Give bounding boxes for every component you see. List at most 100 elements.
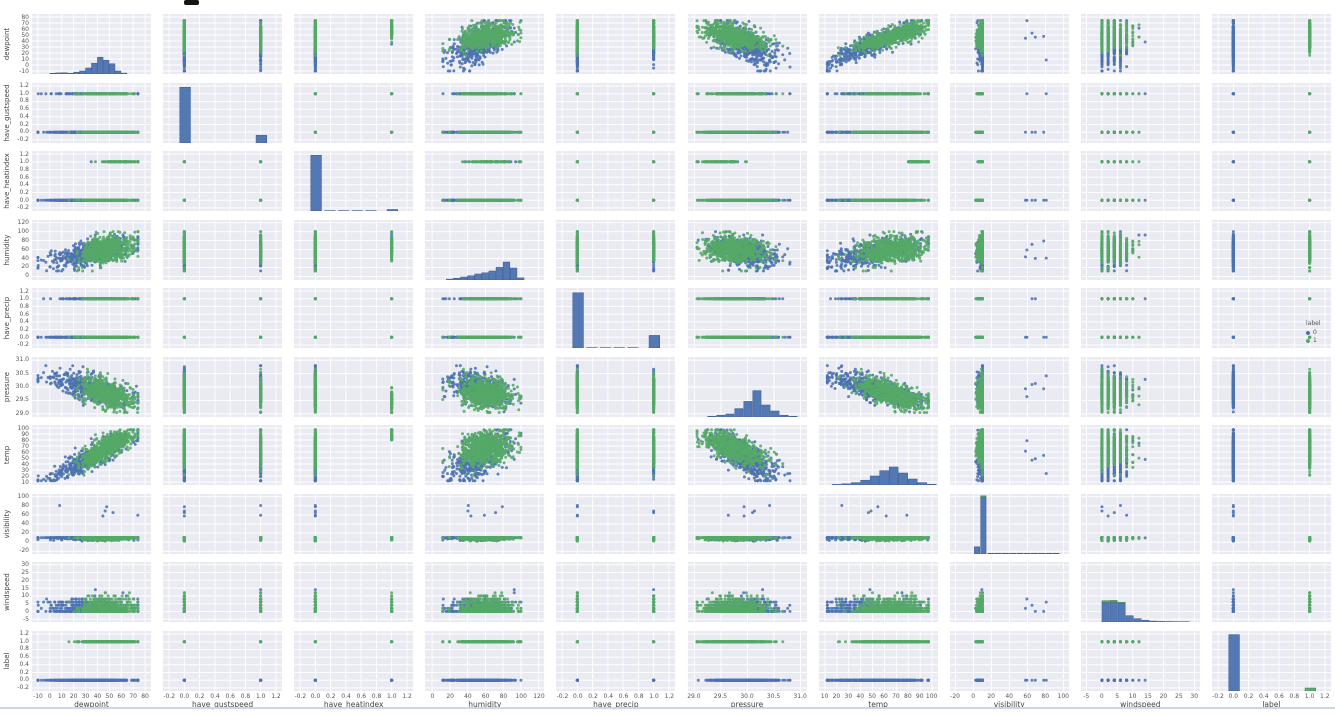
tick-label: 0.2 (19, 120, 29, 128)
cell-label-vs-dewpoint (32, 630, 151, 691)
cell-humidity-vs-pressure (687, 219, 807, 280)
cell-have_gustspeed-vs-windspeed (1080, 82, 1200, 143)
cell-visibility-vs-dewpoint (32, 493, 151, 554)
tick-label: 1.2 (271, 692, 281, 700)
tick-label: 40 (21, 254, 29, 262)
tick-label: 20 (987, 692, 995, 700)
tick-label: 80 (904, 692, 912, 700)
cell-dewpoint-vs-visibility (949, 14, 1069, 74)
cell-pressure-vs-have_gustspeed (163, 356, 283, 417)
tick-label: 1.0 (649, 692, 659, 700)
cell-pressure-vs-label (1211, 356, 1331, 417)
cell-visibility-vs-humidity (425, 493, 545, 554)
tick-label: 70 (129, 692, 137, 700)
cell-have_gustspeed-vs-humidity (425, 82, 545, 143)
tick-label: 0.2 (326, 692, 336, 700)
tick-label: 60 (21, 510, 29, 518)
tick-label: 60 (117, 692, 126, 700)
tick-label: 5 (1115, 692, 1120, 700)
tick-label: 29.5 (15, 396, 29, 404)
tick-label: 30 (21, 466, 29, 474)
tick-label: -0.2 (17, 135, 29, 143)
tick-label: 0.6 (618, 692, 629, 700)
tick-label: 15 (1144, 692, 1152, 700)
tick-label: 1.0 (19, 158, 29, 166)
cell-pressure-vs-have_heatindex (294, 356, 414, 417)
tick-label: -5 (23, 615, 29, 623)
tick-label: 1.2 (664, 692, 675, 700)
tick-label: 20 (21, 263, 29, 271)
col-label-visibility: visibility (993, 699, 1025, 709)
cell-dewpoint-vs-have_gustspeed (163, 14, 283, 74)
tick-label: 20 (21, 576, 29, 584)
tick-label: 0.4 (19, 181, 29, 189)
tick-label: 100 (515, 692, 527, 700)
cell-visibility-vs-temp (818, 493, 938, 554)
cell-humidity-vs-label (1211, 219, 1331, 280)
tick-label: 80 (21, 436, 29, 444)
legend-title: label (1306, 320, 1321, 327)
cell-temp-vs-windspeed (1080, 425, 1200, 485)
row-label-temp: temp (3, 445, 11, 465)
tick-label: -0.2 (1212, 692, 1224, 700)
legend-entry: 0 (1306, 329, 1321, 337)
cell-temp-vs-have_gustspeed (163, 425, 283, 485)
cell-have_precip-vs-windspeed (1080, 288, 1200, 348)
tick-label: 0.6 (19, 653, 29, 661)
tick-label: 30.5 (766, 692, 781, 700)
tick-label: 60 (21, 25, 29, 33)
hist-visibility (949, 493, 1069, 554)
tick-label: 0.8 (1289, 692, 1300, 700)
col-label-have_gustspeed: have_gustspeed (192, 699, 254, 709)
cell-humidity-vs-have_precip (556, 219, 676, 280)
cell-dewpoint-vs-humidity (425, 14, 545, 74)
tick-label: 30 (21, 43, 29, 51)
cell-label-vs-have_precip (556, 630, 676, 691)
tick-label: 0 (25, 607, 29, 615)
tick-label: 0.8 (240, 692, 251, 700)
cell-humidity-vs-visibility (949, 219, 1069, 280)
tick-label: 0.2 (19, 189, 29, 197)
tick-label: 10 (21, 592, 29, 600)
tick-label: 40 (464, 692, 472, 700)
tick-label: 0.2 (19, 326, 29, 334)
cell-dewpoint-vs-have_heatindex (294, 14, 414, 74)
tick-label: 120 (533, 692, 545, 700)
cell-temp-vs-visibility (949, 425, 1069, 485)
cell-temp-vs-humidity (425, 425, 545, 485)
tick-label: 40 (21, 460, 29, 468)
tick-label: 29.0 (687, 692, 701, 700)
tick-label: 1.2 (19, 287, 29, 295)
cell-temp-vs-have_precip (556, 425, 676, 485)
tick-label: 0.2 (19, 668, 29, 676)
tick-label: 30.0 (740, 692, 754, 700)
cell-windspeed-vs-have_heatindex (294, 562, 414, 622)
tick-label: 10 (820, 692, 829, 700)
col-label-windspeed: windspeed (1120, 699, 1161, 709)
hist-label (1211, 630, 1331, 691)
row-label-have_heatindex: have_heatindex (3, 153, 11, 209)
cell-have_heatindex-vs-pressure (687, 151, 807, 211)
tick-label: 0.8 (19, 645, 29, 653)
cell-have_gustspeed-vs-label (1211, 82, 1331, 143)
tick-label: 0.4 (341, 692, 351, 700)
hist-humidity (425, 219, 545, 280)
tick-label: 1.2 (19, 630, 29, 638)
tick-label: -0.2 (556, 692, 569, 700)
cell-have_gustspeed-vs-have_precip (556, 82, 676, 143)
cell-have_precip-vs-temp (818, 288, 938, 348)
tick-label: 29.5 (713, 692, 728, 700)
tick-label: 60 (481, 692, 490, 700)
tick-label: 0.4 (19, 318, 29, 326)
tick-label: 0 (1099, 692, 1104, 700)
tick-label: 80 (1041, 692, 1050, 700)
cell-humidity-vs-have_gustspeed (163, 219, 283, 280)
hist-temp (818, 425, 938, 485)
tick-label: 25 (1175, 692, 1183, 700)
tick-label: 30 (81, 692, 90, 700)
row-label-dewpoint: dewpoint (3, 27, 11, 61)
tick-label: 40 (21, 520, 29, 527)
cell-have_precip-vs-have_heatindex (294, 288, 414, 348)
cell-dewpoint-vs-pressure (687, 14, 807, 74)
